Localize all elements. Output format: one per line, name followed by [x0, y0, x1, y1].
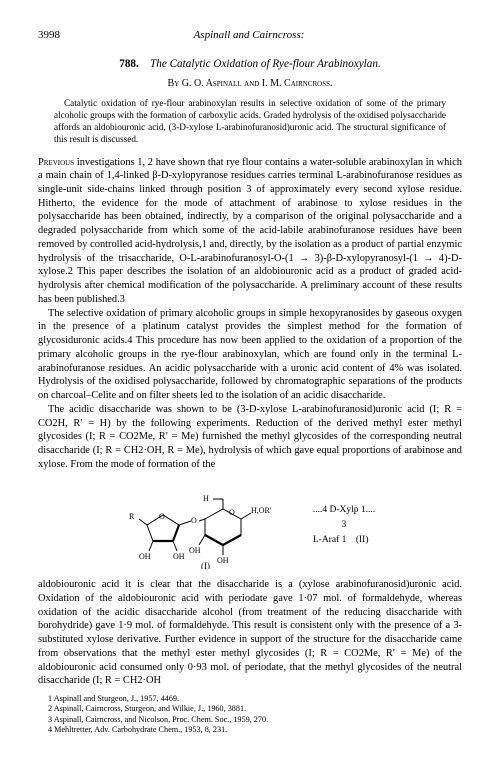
figure-labels: ....4 D-Xylp 1.... 3 L-Araf 1 (II) — [313, 503, 375, 549]
footnote-1: 1 Aspinall and Sturgeon, J., 1957, 4469. — [38, 694, 462, 704]
svg-text:OH: OH — [173, 552, 185, 561]
svg-text:OH: OH — [139, 552, 151, 561]
svg-text:O: O — [229, 508, 235, 517]
article-title-text: The Catalytic Oxidation of Rye-flour Ara… — [150, 58, 381, 70]
footnote-4: 4 Mehltretter, Adv. Carbohydrate Chem., … — [38, 725, 462, 735]
page-number: 3998 — [38, 28, 60, 43]
fig-line-2: 3 — [313, 518, 375, 533]
paragraph-1: Previous investigations 1, 2 have shown … — [38, 156, 462, 307]
footnote-2: 2 Aspinall, Cairncross, Sturgeon, and Wi… — [38, 704, 462, 714]
fig-line-3: L-Araf 1 — [313, 535, 347, 545]
lead-word: Previous — [38, 157, 74, 168]
footnote-3: 3 Aspinall, Cairncross, and Nicolson, Pr… — [38, 715, 462, 725]
abstract: Catalytic oxidation of rye-flour arabino… — [54, 98, 446, 145]
paragraph-3: The acidic disaccharide was shown to be … — [38, 403, 462, 472]
page-header: 3998 Aspinall and Cairncross: — [38, 28, 462, 43]
fig-line-1: ....4 D-Xylp 1.... — [313, 503, 375, 518]
svg-text:OH: OH — [217, 556, 229, 565]
paragraph-1-text: investigations 1, 2 have shown that rye … — [38, 157, 462, 305]
figure-label-2: (II) — [356, 535, 369, 545]
svg-text:OH: OH — [189, 546, 201, 555]
structure-svg: O R OH OH O O OH — [125, 477, 295, 574]
figure-label-1: (I) — [201, 561, 210, 569]
article-number: 788. — [119, 58, 139, 70]
svg-text:O: O — [191, 516, 197, 525]
figure: O R OH OH O O OH — [38, 477, 462, 574]
article-title: 788. The Catalytic Oxidation of Rye-flou… — [38, 57, 462, 72]
svg-text:O: O — [159, 512, 165, 521]
paragraph-2: The selective oxidation of primary alcoh… — [38, 307, 462, 403]
footnotes: 1 Aspinall and Sturgeon, J., 1957, 4469.… — [38, 694, 462, 735]
running-head: Aspinall and Cairncross: — [194, 28, 305, 43]
svg-text:H,OR′: H,OR′ — [251, 506, 272, 515]
svg-text:H: H — [203, 494, 209, 503]
svg-text:R: R — [129, 512, 135, 521]
paragraph-4: aldobiouronic acid it is clear that the … — [38, 578, 462, 688]
authors: By G. O. Aspinall and I. M. Cairncross. — [38, 77, 462, 90]
